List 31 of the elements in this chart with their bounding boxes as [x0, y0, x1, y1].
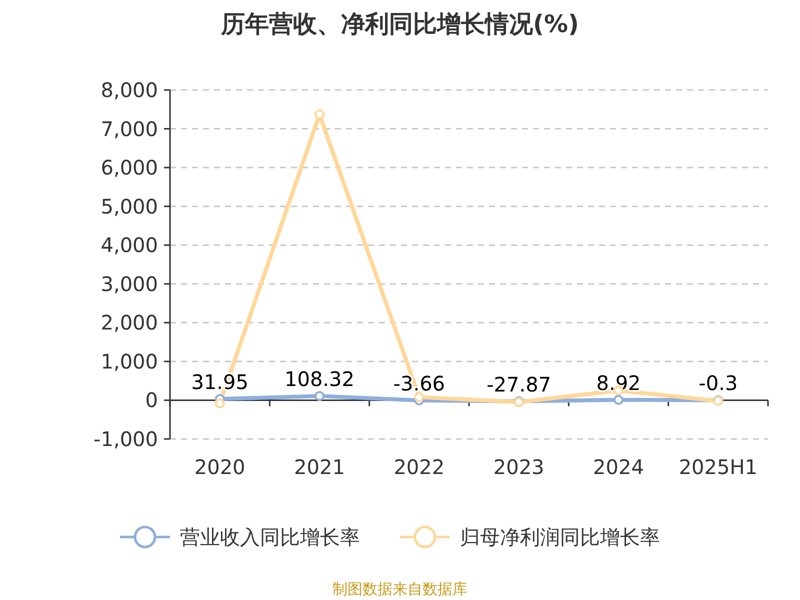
y-tick-label: 2,000: [100, 310, 158, 335]
point: [214, 398, 225, 408]
x-tick-label: 2025H1: [678, 455, 758, 479]
y-tick-label: 6,000: [100, 156, 158, 180]
y-tick-label: 0: [145, 388, 158, 412]
point: [414, 392, 424, 402]
y-tick-label: 4,000: [100, 233, 158, 258]
x-tick-label: 2020: [194, 455, 246, 479]
data-label: -3.66: [393, 371, 446, 396]
chart-title: 历年营收、净利同比增长情况(%): [220, 10, 579, 38]
data-label: 108.32: [284, 367, 354, 392]
point: [314, 391, 324, 402]
data-label: 31.95: [191, 370, 248, 394]
y-tick-label: -1,000: [94, 427, 158, 451]
y-tick-label: 1,000: [100, 349, 158, 374]
x-tick-label: 2023: [493, 455, 544, 479]
x-tick-label: 2024: [593, 455, 644, 479]
data-label: 8.92: [596, 370, 641, 395]
y-tick-label: 7,000: [100, 116, 158, 141]
point: [614, 394, 624, 405]
x-tick-label: 2021: [294, 455, 345, 479]
y-tick-label: 3,000: [100, 272, 158, 296]
legend-label: 营业收入同比增长率: [180, 525, 360, 549]
y-tick-label: 8,000: [100, 78, 158, 102]
text: 制图数据来自数据库: [332, 580, 468, 598]
data-label: -0.3: [698, 371, 738, 396]
data-label: -27.87: [486, 372, 552, 396]
y-tick-label: 5,000: [100, 194, 158, 218]
legend-label: 归母净利润同比增长率: [460, 525, 660, 549]
point: [314, 109, 324, 120]
x-tick-label: 2022: [394, 455, 445, 479]
